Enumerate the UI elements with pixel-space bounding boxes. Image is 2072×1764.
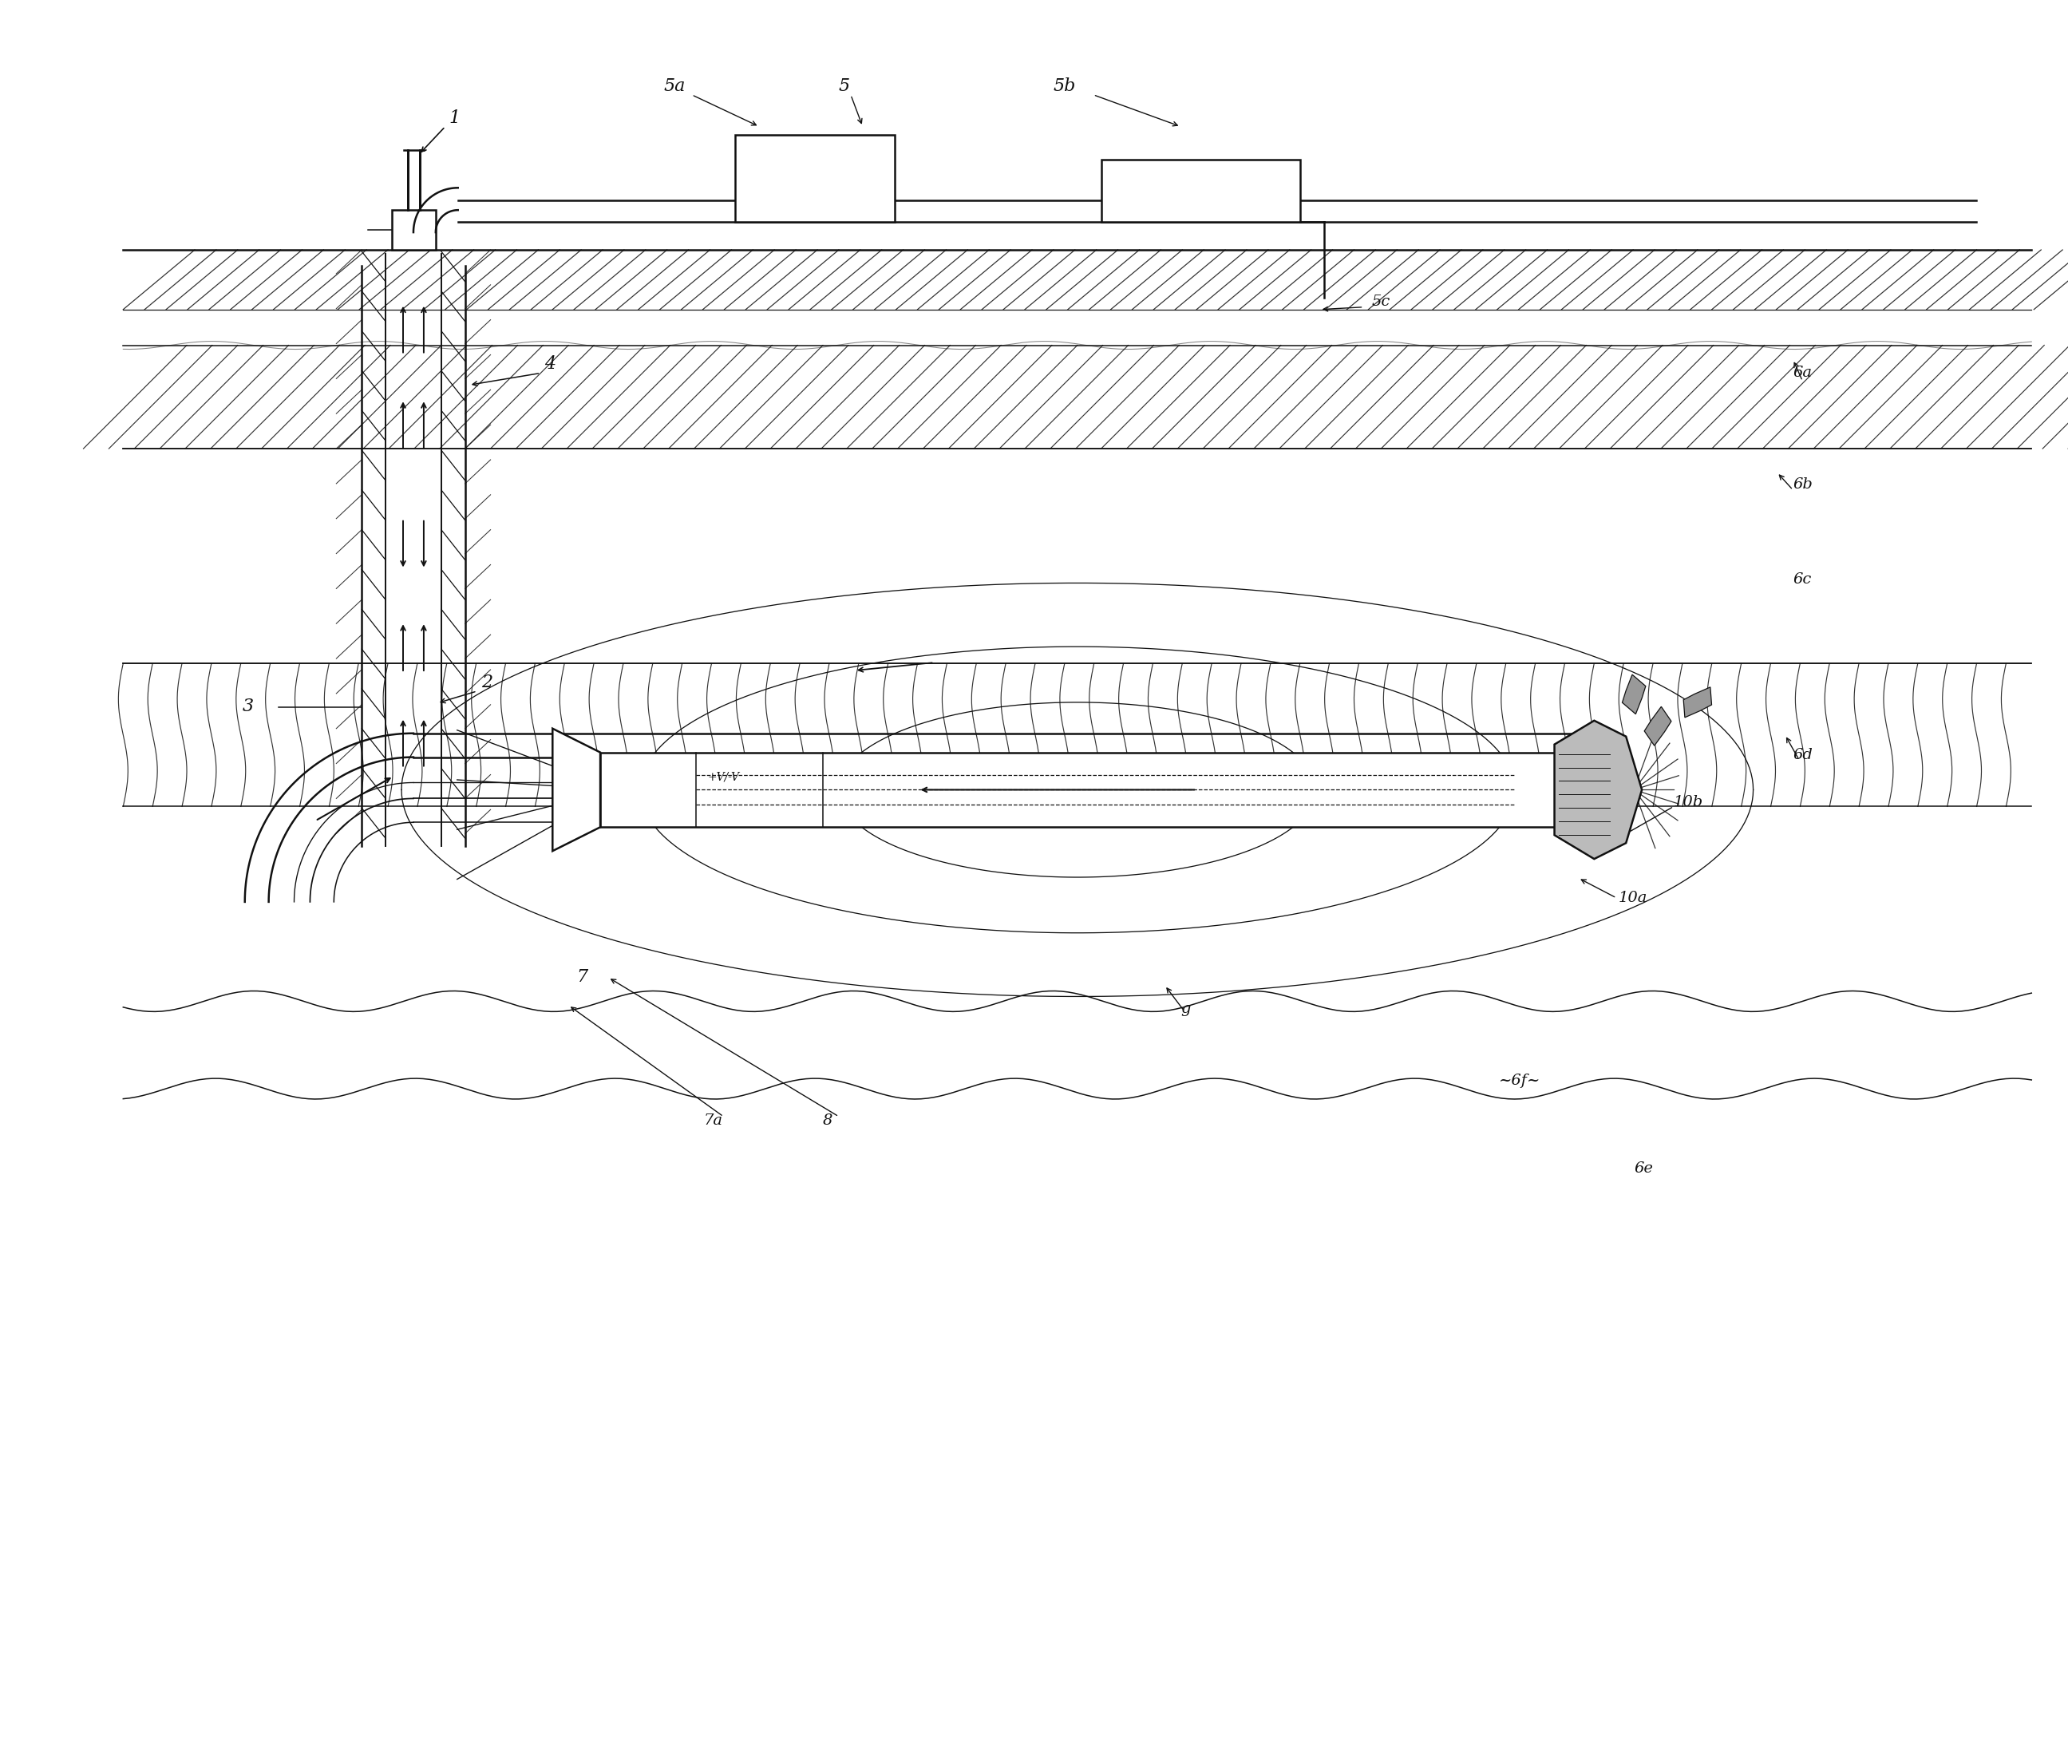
Text: 6c: 6c bbox=[1792, 573, 1811, 587]
Text: 5a: 5a bbox=[663, 78, 686, 95]
Text: 10a: 10a bbox=[1618, 891, 1647, 905]
Text: 5c: 5c bbox=[1372, 295, 1390, 309]
Text: ~6f~: ~6f~ bbox=[1498, 1074, 1542, 1088]
Text: 5b: 5b bbox=[1053, 78, 1075, 95]
Text: 8: 8 bbox=[823, 1113, 833, 1127]
Text: g: g bbox=[1181, 1002, 1191, 1016]
Bar bbox=[601, 753, 1554, 827]
Bar bbox=[392, 210, 435, 250]
Text: 7: 7 bbox=[576, 968, 588, 986]
Text: 10b: 10b bbox=[1674, 796, 1703, 810]
Text: 7a: 7a bbox=[704, 1113, 723, 1127]
Text: 6b: 6b bbox=[1792, 478, 1813, 492]
Bar bbox=[736, 134, 895, 222]
Text: 2: 2 bbox=[481, 674, 493, 691]
Text: 3: 3 bbox=[242, 697, 253, 714]
Polygon shape bbox=[1645, 707, 1672, 746]
Polygon shape bbox=[553, 729, 601, 850]
Text: 6e: 6e bbox=[1635, 1161, 1653, 1175]
Bar bbox=[1100, 161, 1299, 222]
Text: 6a: 6a bbox=[1792, 365, 1813, 381]
Polygon shape bbox=[1554, 720, 1641, 859]
Polygon shape bbox=[1622, 674, 1645, 714]
Text: 4: 4 bbox=[545, 356, 555, 374]
Text: 8a: 8a bbox=[1077, 780, 1096, 794]
Polygon shape bbox=[1682, 688, 1711, 718]
Text: 6d: 6d bbox=[1792, 748, 1813, 762]
Text: +V/-V: +V/-V bbox=[709, 771, 740, 783]
Text: 1: 1 bbox=[450, 109, 460, 127]
Text: 5: 5 bbox=[839, 78, 850, 95]
